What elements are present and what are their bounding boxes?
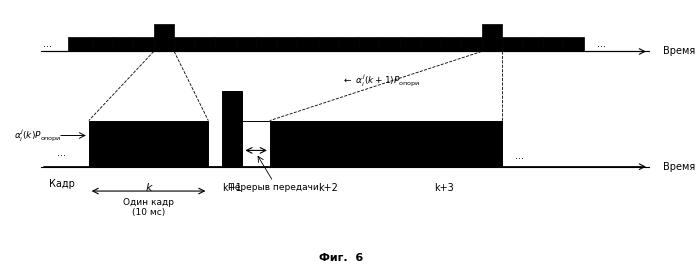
Bar [174,37,194,51]
Bar [482,24,502,51]
Bar [317,37,338,51]
Bar [113,37,134,51]
Bar [420,37,440,51]
Bar [543,37,563,51]
Text: $\leftarrow\ \alpha_i^j(k+1)P_{\rm опори}$: $\leftarrow\ \alpha_i^j(k+1)P_{\rm опори… [342,72,419,88]
Bar [400,37,420,51]
Bar [379,37,400,51]
Bar [297,37,317,51]
Text: Фиг.  6: Фиг. 6 [319,253,363,263]
Bar [236,37,256,51]
Bar [134,37,154,51]
Bar [69,37,92,51]
Bar [440,37,461,51]
Bar [461,37,482,51]
Text: k: k [145,183,152,193]
Text: ...: ... [43,39,52,49]
Bar [256,37,277,51]
Bar [194,37,215,51]
Bar [338,37,359,51]
Text: Кадр: Кадр [48,179,74,189]
Bar [215,37,236,51]
Bar [222,91,243,167]
Text: Перерыв передачи: Перерыв передачи [228,183,319,192]
Bar [89,121,208,167]
Text: ...: ... [57,148,66,158]
Bar [359,37,379,51]
Bar [154,24,174,51]
Text: k+1: k+1 [222,183,242,193]
Bar [92,37,113,51]
Bar [270,121,386,167]
Text: $\alpha_i^j(k)P_{\rm опори}$: $\alpha_i^j(k)P_{\rm опори}$ [14,128,61,143]
Bar [386,121,502,167]
Text: k+2: k+2 [318,183,338,193]
Bar [522,37,543,51]
Bar [277,37,297,51]
Text: Время: Время [663,162,695,172]
Bar [502,37,522,51]
Text: ...: ... [514,151,524,161]
Text: k+3: k+3 [434,183,454,193]
Text: Время: Время [663,47,695,56]
Text: Один кадр
(10 мс): Один кадр (10 мс) [123,198,174,217]
Bar [563,37,584,51]
Text: ...: ... [596,39,605,49]
